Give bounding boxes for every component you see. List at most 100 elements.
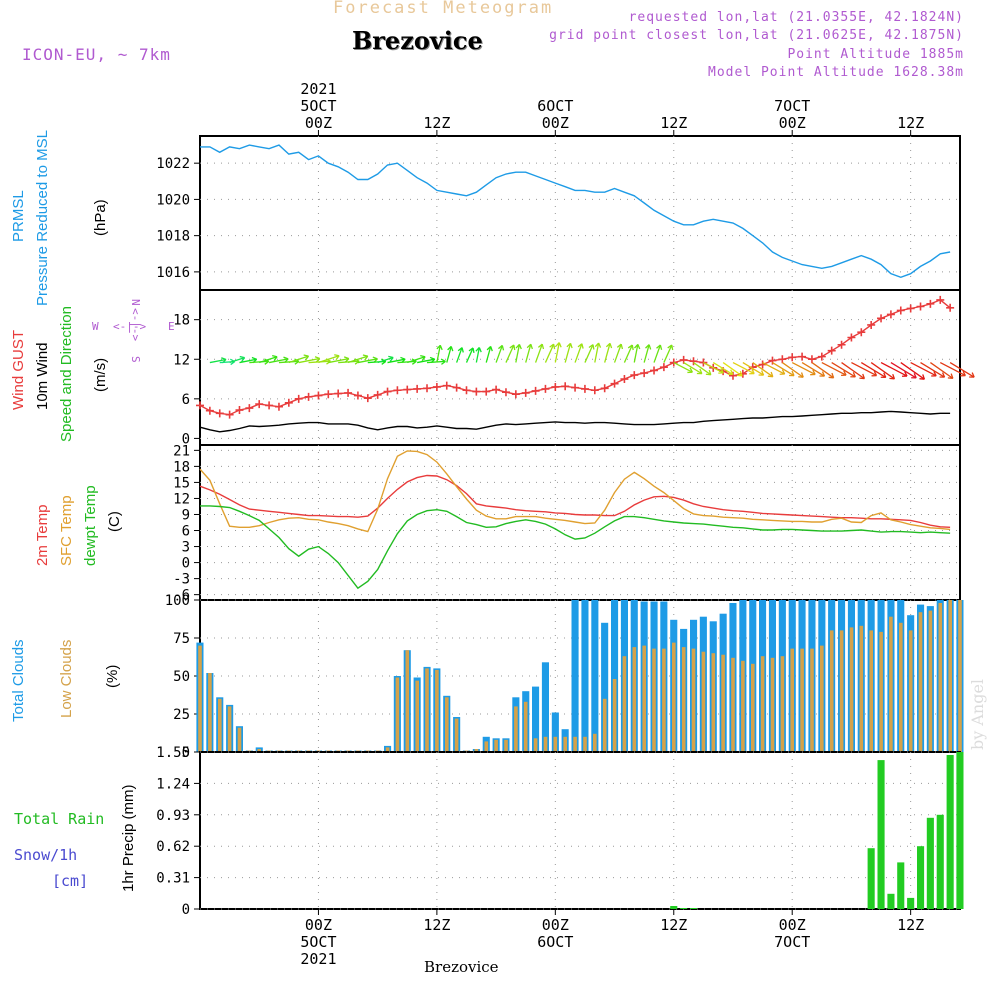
wind-arrow-head <box>362 354 369 361</box>
bar-low-clouds <box>800 648 804 752</box>
bar-low-clouds <box>612 679 617 752</box>
wind-arrow-head <box>633 343 641 350</box>
wind-arrow-head <box>537 343 545 350</box>
wind-arrow <box>544 343 555 363</box>
bar-low-clouds <box>869 630 873 752</box>
wind-arrow-head <box>880 372 887 379</box>
wind-arrow <box>811 362 834 379</box>
time-label-top: 12Z <box>660 114 687 132</box>
bar-low-clouds <box>820 645 824 752</box>
wind-arrow <box>505 344 515 363</box>
y-tick-label: 0 <box>182 431 190 447</box>
bar-low-clouds <box>741 660 745 752</box>
gust-marker <box>482 387 491 396</box>
gust-marker <box>363 394 372 403</box>
gust-marker <box>659 363 668 372</box>
wind-arrow-head <box>859 373 866 380</box>
gust-marker <box>689 357 698 366</box>
wind-arrow <box>752 362 774 378</box>
bar-low-clouds <box>385 747 390 752</box>
wind-arrow <box>851 361 877 377</box>
wind-arrow-head <box>871 370 878 377</box>
bar-low-clouds <box>770 657 775 752</box>
wind-arrow-head <box>486 345 493 352</box>
wind-arrow <box>584 344 594 363</box>
y-tick-label: 9 <box>182 507 190 523</box>
time-label-top: 00Z <box>305 114 332 132</box>
wind-arrow-head <box>645 344 652 350</box>
gust-marker <box>541 384 550 393</box>
bar-low-clouds <box>918 612 923 752</box>
gust-marker <box>728 371 737 380</box>
wind-arrow <box>732 361 755 375</box>
wind-arrow <box>643 344 650 363</box>
bar-low-clouds <box>257 749 261 752</box>
bar-low-clouds <box>879 631 883 752</box>
gust-marker <box>304 392 313 401</box>
gust-marker <box>452 383 461 392</box>
y-tick-label: 0 <box>182 745 190 761</box>
bar-low-clouds <box>938 603 943 752</box>
wind-arrow-head <box>667 344 674 351</box>
wind-arrow <box>298 357 320 364</box>
y-tick-label: 1020 <box>156 192 190 208</box>
wind-arrow <box>465 347 474 363</box>
compass-vertical: <-|-> <box>129 308 142 341</box>
y-tick-label: 15 <box>173 475 190 491</box>
wind-arrow <box>663 344 673 363</box>
y-tick-label: 0 <box>182 556 190 572</box>
label-snow-1h: Snow/1h <box>14 846 78 864</box>
bar-low-clouds <box>533 738 538 752</box>
wind-arrow <box>604 343 611 363</box>
gust-marker <box>857 328 866 337</box>
wind-arrow-head <box>687 367 693 374</box>
gust-marker <box>265 401 274 410</box>
wind-arrow <box>426 360 446 364</box>
bar-low-clouds <box>899 622 903 752</box>
wind-arrow <box>781 362 804 378</box>
gust-marker <box>788 353 797 362</box>
y-tick-label: 6 <box>182 524 190 540</box>
compass-s: S <box>129 356 142 363</box>
y-tick-label: 18 <box>173 313 190 329</box>
wind-arrow <box>742 361 764 376</box>
wind-arrow-head <box>334 354 340 361</box>
panel-frame-precip <box>199 751 961 910</box>
bar-low-clouds <box>691 648 696 752</box>
wind-arrow <box>347 355 368 364</box>
location-name: Brezovice <box>352 26 483 55</box>
wind-arrow <box>574 343 583 363</box>
gust-marker <box>511 390 520 399</box>
time-label-top: 12Z <box>423 114 450 132</box>
wind-arrow-head <box>779 369 786 375</box>
time-label-bottom: 12Z <box>897 916 924 934</box>
bar-low-clouds <box>208 673 212 752</box>
gust-marker <box>353 391 362 400</box>
bar-low-clouds <box>662 648 666 752</box>
gust-marker <box>294 394 303 403</box>
wind-arrow <box>722 362 743 377</box>
gust-marker <box>196 401 204 410</box>
wind-arrow <box>860 361 887 378</box>
y-tick-label: 0.31 <box>156 871 190 887</box>
bar-low-clouds <box>523 701 528 752</box>
wind-arrow <box>229 357 245 364</box>
gust-marker <box>531 386 540 395</box>
wind-arrow <box>475 347 480 363</box>
wind-arrow <box>397 360 417 364</box>
wind-arrow <box>259 356 278 364</box>
wind-arrow-head <box>947 373 954 379</box>
meteogram-title: Forecast Meteogram <box>333 0 554 18</box>
time-label-bottom: 7OCT <box>774 933 810 951</box>
bar-low-clouds <box>711 653 716 752</box>
wind-arrow-head <box>889 373 896 380</box>
time-label-top: 12Z <box>897 114 924 132</box>
gust-marker <box>393 386 402 395</box>
wind-arrow-head <box>627 344 634 351</box>
bar-low-clouds <box>731 657 735 752</box>
wind-arrow-head <box>828 372 835 379</box>
y-tick-label: 100 <box>165 593 190 609</box>
wind-arrow <box>387 358 406 364</box>
bar-total-rain <box>917 846 925 909</box>
